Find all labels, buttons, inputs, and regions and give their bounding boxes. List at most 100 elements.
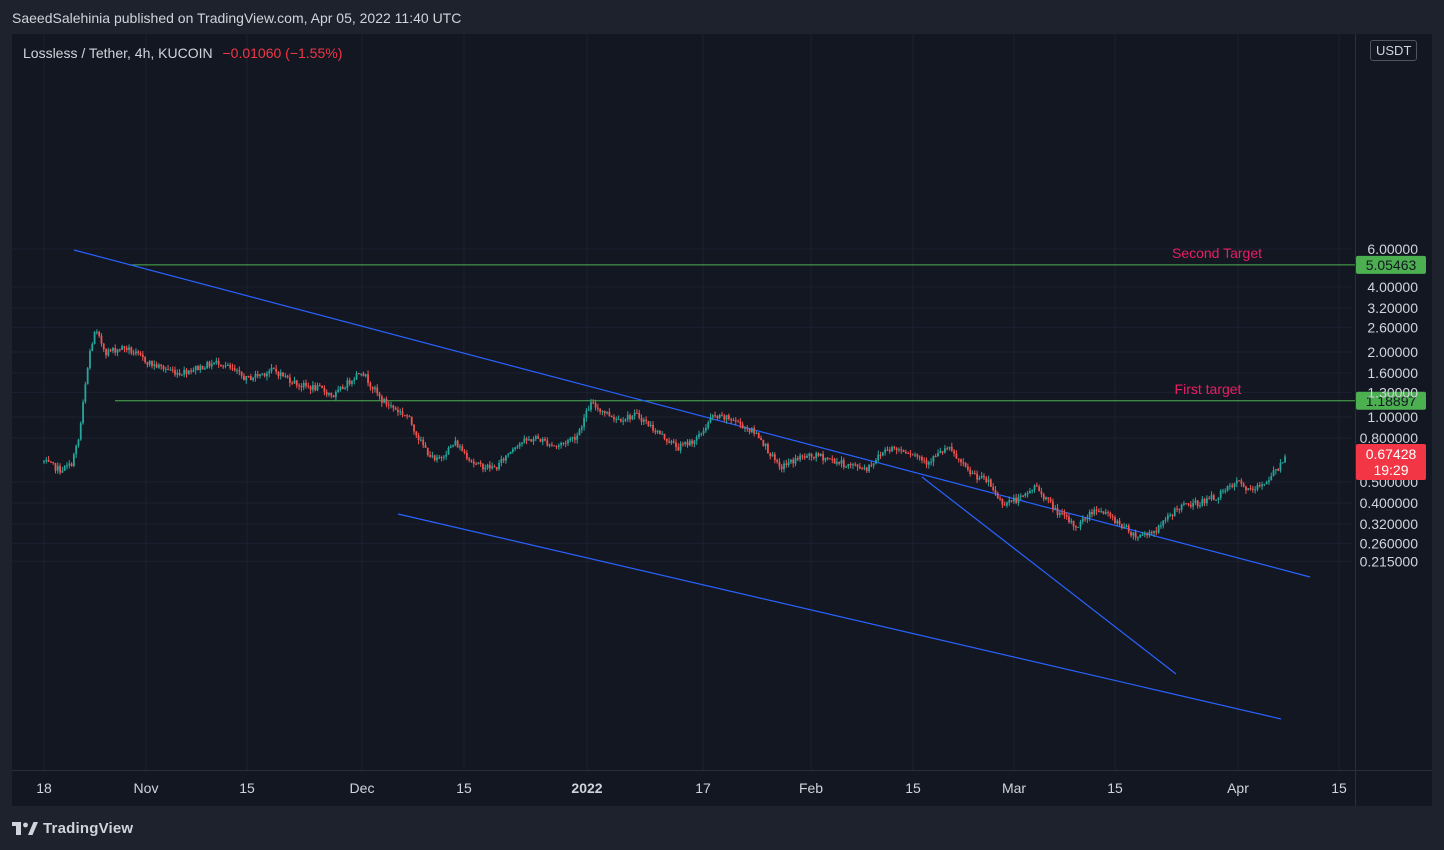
candle-body	[112, 348, 114, 351]
candle-body	[916, 454, 919, 457]
candle-body	[1056, 507, 1059, 515]
candle-body	[686, 442, 689, 446]
candle-body	[1061, 512, 1064, 514]
candle-body	[1012, 497, 1015, 502]
candle-body	[1160, 525, 1162, 527]
candle-body	[1070, 520, 1073, 523]
candle-body	[663, 433, 666, 439]
candle-body	[895, 448, 898, 451]
candle-body	[771, 454, 774, 457]
chart-pane[interactable]: Second Target First target 5.05463 1.18897…	[12, 34, 1432, 806]
candle-body	[339, 386, 342, 390]
candle-body	[284, 375, 287, 377]
candle-body	[233, 368, 236, 371]
publish-info: SaeedSalehinia published on TradingView.…	[12, 10, 462, 26]
candle-body	[1164, 519, 1167, 521]
time-axis-label: 15	[456, 780, 472, 796]
candle-body	[1148, 532, 1151, 536]
publish-header: SaeedSalehinia published on TradingView.…	[0, 0, 1444, 34]
candle-body	[130, 347, 133, 354]
candle-body	[463, 451, 466, 453]
candle-body	[624, 419, 627, 421]
candle-body	[1192, 502, 1195, 507]
price-chart[interactable]: Second Target First target 5.05463 1.18897…	[12, 34, 1432, 806]
candle-body	[68, 463, 71, 466]
candle-body	[767, 443, 769, 454]
candle-body	[180, 374, 183, 376]
trendlines-layer	[73, 249, 1311, 720]
candle-body	[842, 460, 845, 468]
candle-body	[1242, 483, 1245, 487]
candle-body	[1035, 485, 1038, 487]
price-axis-label: 0.320000	[1360, 516, 1419, 532]
candle-body	[638, 412, 641, 418]
candle-body	[551, 444, 553, 446]
candle-body	[155, 364, 158, 368]
symbol-legend[interactable]: Lossless / Tether, 4h, KUCOIN −0.01060 (…	[23, 45, 342, 61]
channel-upper-trendline[interactable]	[73, 249, 1311, 578]
candle-body	[769, 453, 772, 457]
candle-body	[429, 455, 432, 457]
candle-body	[1003, 504, 1006, 506]
currency-selector[interactable]: USDT	[1370, 40, 1418, 61]
candle-body	[1058, 512, 1061, 515]
candle-body	[1224, 490, 1227, 492]
candle-body	[723, 415, 726, 420]
candle-body	[121, 346, 124, 351]
candle-body	[70, 463, 73, 467]
candle-body	[907, 452, 910, 454]
symbol-name[interactable]: Lossless / Tether, 4h, KUCOIN	[23, 45, 213, 61]
candle-body	[1277, 469, 1280, 471]
candle-body	[571, 437, 574, 439]
candle-body	[868, 465, 870, 472]
candle-body	[1219, 490, 1222, 499]
candle-body	[56, 465, 59, 471]
candle-body	[1249, 488, 1252, 490]
channel-lower-trendline[interactable]	[397, 513, 1282, 720]
candle-body	[215, 360, 218, 363]
candle-body	[86, 367, 89, 385]
candle-body	[854, 464, 857, 466]
candle-body	[819, 454, 822, 457]
candle-body	[374, 387, 376, 390]
candle-body	[1010, 500, 1013, 502]
tradingview-logo[interactable]: TradingView	[12, 820, 133, 837]
candle-body	[1026, 493, 1029, 495]
candle-body	[1146, 533, 1149, 536]
candle-body	[254, 374, 257, 378]
candle-body	[378, 393, 381, 397]
target-price-badge-label: 5.05463	[1366, 257, 1417, 273]
candle-body	[884, 449, 887, 453]
candle-body	[475, 463, 477, 465]
candle-body	[645, 419, 648, 422]
candle-body	[716, 415, 719, 419]
candle-body	[560, 443, 563, 446]
candle-body	[341, 386, 344, 389]
candle-body	[1077, 526, 1080, 528]
candle-body	[521, 442, 523, 444]
candle-body	[353, 379, 356, 381]
candle-body	[537, 436, 540, 439]
candle-body	[199, 365, 202, 371]
candle-body	[243, 375, 245, 381]
candle-body	[1222, 490, 1224, 492]
candle-body	[1235, 480, 1238, 484]
candle-body	[176, 372, 179, 375]
candle-body	[711, 415, 714, 418]
descending-trendline[interactable]	[921, 476, 1177, 675]
candle-body	[1210, 495, 1213, 499]
last-price-badge	[1356, 443, 1426, 480]
candle-body	[1042, 494, 1045, 500]
candle-body	[146, 362, 149, 365]
candle-body	[511, 449, 514, 453]
candle-body	[422, 439, 425, 446]
candle-body	[631, 415, 634, 420]
candle-body	[433, 455, 436, 461]
candle-body	[553, 445, 556, 447]
candle-body	[158, 364, 160, 368]
candle-body	[95, 331, 98, 333]
candle-body	[401, 411, 404, 415]
candle-body	[861, 468, 864, 470]
candle-body	[534, 436, 537, 440]
candle-body	[659, 430, 661, 435]
